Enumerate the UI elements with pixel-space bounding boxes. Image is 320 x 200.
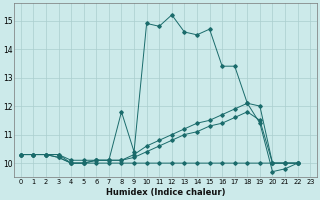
- X-axis label: Humidex (Indice chaleur): Humidex (Indice chaleur): [106, 188, 225, 197]
